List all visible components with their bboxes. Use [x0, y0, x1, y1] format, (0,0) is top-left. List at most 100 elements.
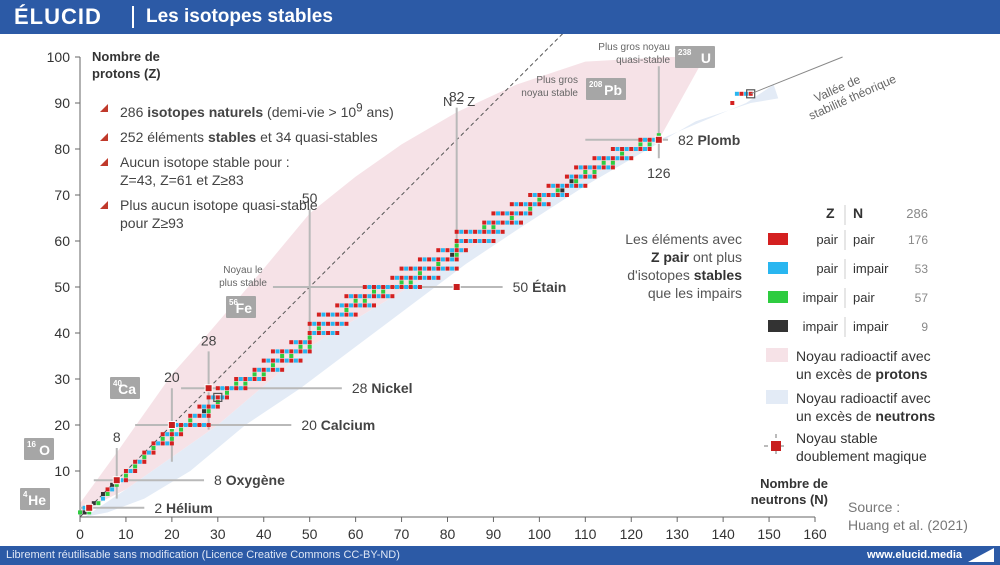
nuclide-point [514, 202, 519, 207]
legend-col-n: N [853, 205, 863, 221]
nuclide-point [537, 197, 542, 202]
nuclide-point [339, 303, 344, 308]
nuclide-point [316, 321, 321, 326]
legend-n-parity: impair [853, 261, 889, 276]
nuclide-point [422, 275, 427, 280]
pb-note-2: noyau stable [521, 88, 578, 99]
legend-total: 286 [906, 206, 928, 221]
nuclide-point [546, 193, 551, 197]
nuclide-point [188, 418, 193, 423]
nuclide-point [238, 386, 243, 391]
nuclide-point [606, 156, 611, 161]
nuclide-point [284, 349, 289, 354]
legend-z-parity: pair [816, 232, 838, 247]
nuclide-point [275, 349, 280, 354]
even-note-1: Les éléments avec [625, 231, 742, 247]
nuclide-point [473, 229, 478, 234]
nuclide-label-box [110, 377, 140, 399]
nuclide-point [431, 257, 436, 262]
nuclide-point [289, 354, 294, 358]
nuclide-point [96, 501, 101, 506]
nuclide-point [270, 349, 275, 354]
nuclide-point [123, 478, 128, 483]
nuclide-point [519, 220, 523, 225]
legend-count: 176 [908, 233, 928, 247]
nuclide-point [597, 165, 602, 170]
neutron-legend-1: Noyau radioactif avec [796, 390, 931, 406]
nuclide-point [303, 340, 308, 345]
nuclide-point [459, 239, 464, 243]
nuclide-point [491, 229, 496, 234]
u-note-1: Plus gros noyau [598, 42, 670, 53]
doubly-magic-point [204, 384, 213, 393]
nuclide-point [197, 404, 202, 409]
nuclide-point [454, 252, 459, 257]
nuclide-symbol: Ca [118, 381, 136, 397]
nuclide-point [541, 193, 546, 197]
nuclide-point [344, 321, 349, 326]
nuclide-point [610, 165, 615, 170]
nuclide-point [574, 165, 579, 170]
nuclide-symbol: Fe [236, 300, 253, 316]
nuclide-point [491, 220, 496, 225]
bullet-icon [100, 200, 108, 209]
nuclide-point [417, 275, 422, 280]
nuclide-point [293, 340, 298, 345]
nuclide-point [394, 275, 399, 280]
nuclide-point [597, 156, 602, 161]
nuclide-point [229, 386, 234, 391]
nuclide-point [353, 303, 358, 308]
nuclide-point [316, 331, 321, 335]
legend-z-parity: pair [816, 261, 838, 276]
brand-logo[interactable]: ÉLUCID [14, 4, 102, 29]
nuclide-point [316, 312, 321, 317]
nuclide-point [620, 156, 625, 161]
nuclide-mass-number: 40 [113, 379, 122, 388]
website-link[interactable]: www.elucid.media [867, 549, 962, 561]
nuclide-point [390, 285, 395, 289]
nuclide-point [293, 349, 298, 354]
nuclide-point [307, 321, 312, 326]
nuclide-point [344, 303, 349, 308]
nuclide-point [514, 220, 519, 225]
nuclide-point [445, 248, 450, 253]
even-note-3: d'isotopes stables [627, 267, 742, 283]
nuclide-point [372, 303, 376, 308]
nuclide-point [243, 386, 248, 391]
valley-label: Vallée de stabilité théorique [807, 72, 899, 123]
nuclide-point [381, 294, 386, 299]
magic-z-label: 2 Hélium [154, 500, 212, 516]
nuclide-point [133, 464, 138, 469]
nuclide-label-box [586, 78, 626, 100]
nuclide-point [234, 386, 239, 391]
doubly-magic-point [452, 283, 461, 291]
nuclide-point [505, 220, 510, 225]
nuclide-point [633, 147, 638, 151]
x-tick-label: 80 [440, 526, 456, 542]
nuclide-point [587, 174, 592, 179]
y-axis-title-2: protons (Z) [92, 66, 161, 81]
nuclide-point [188, 423, 193, 427]
nuclide-point [450, 248, 455, 253]
magic-n-label: 82 [449, 89, 465, 105]
nuclide-point [243, 377, 248, 381]
x-tick-label: 0 [76, 526, 84, 542]
nuclide-point [473, 239, 478, 243]
nuclide-point [509, 202, 514, 207]
proton-legend-2: un excès de protons [796, 366, 928, 382]
x-tick-label: 40 [256, 526, 272, 542]
nuclide-point [583, 165, 588, 170]
nuclide-point [394, 285, 399, 289]
nuclide-point [367, 285, 372, 289]
proton-excess-swatch [766, 348, 788, 362]
y-tick-label: 20 [54, 417, 70, 433]
nuclide-point [270, 358, 275, 363]
nuclide-mass-number: 16 [27, 440, 36, 449]
nuclide-point [362, 285, 367, 289]
nuclide-point [739, 91, 744, 96]
nuclide-point [362, 298, 367, 303]
nuclide-point [307, 349, 312, 354]
nuclide-point [450, 257, 455, 262]
nuclide-point [440, 248, 445, 253]
x-tick-label: 100 [528, 526, 552, 542]
